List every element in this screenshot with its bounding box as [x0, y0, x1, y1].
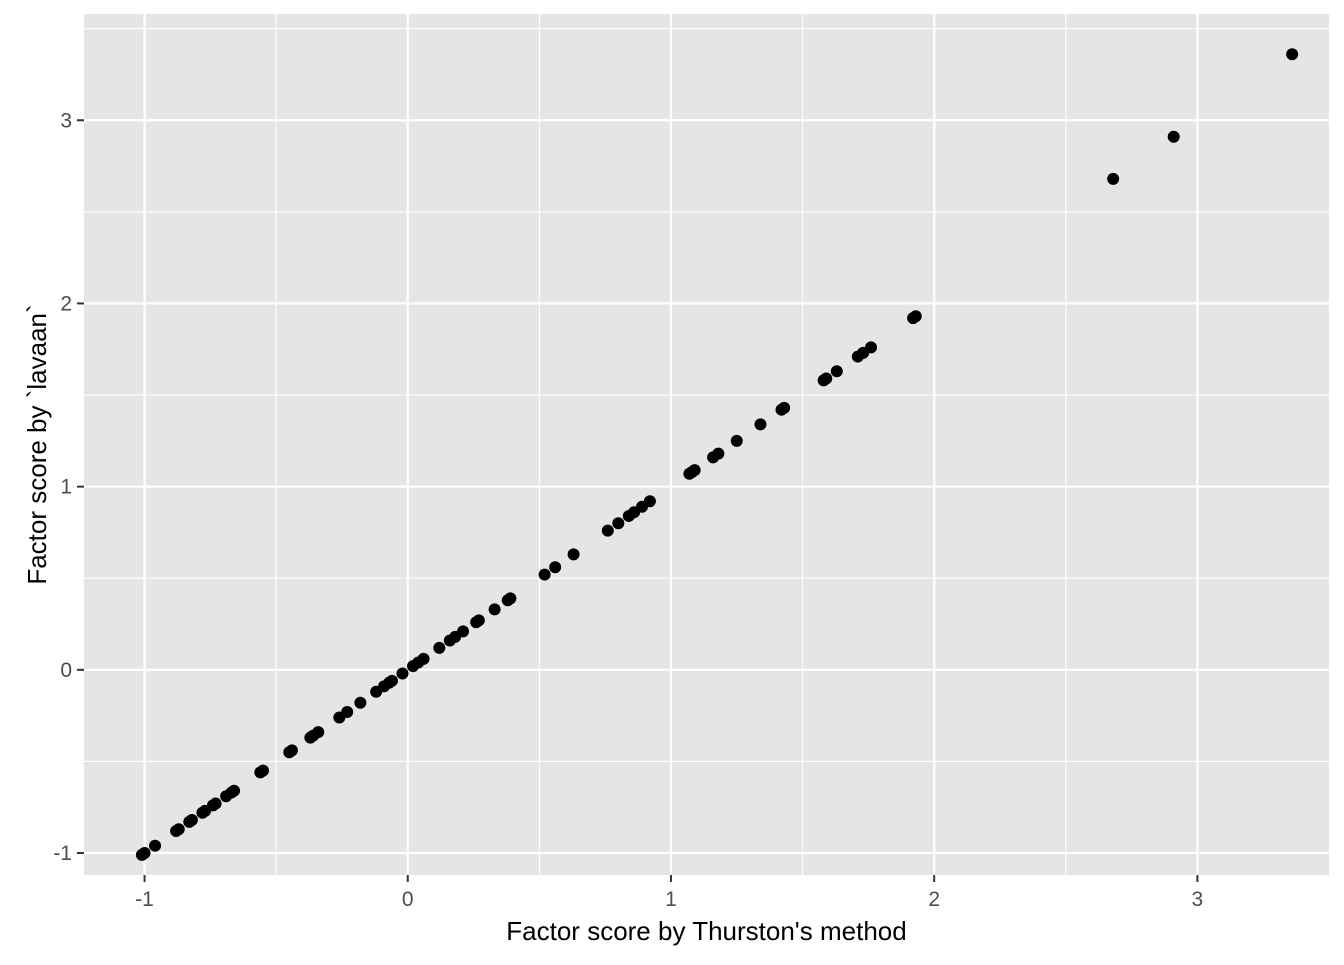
data-point [341, 705, 354, 718]
y-tick-label: 0 [60, 659, 72, 682]
data-point [285, 744, 298, 757]
data-point [228, 784, 241, 797]
x-tick-label: 2 [928, 888, 940, 911]
data-point [754, 418, 767, 431]
data-point [712, 447, 725, 460]
data-point [504, 592, 517, 605]
x-tick-label: -1 [135, 888, 154, 911]
grid-minor [84, 14, 1329, 875]
y-tick-label: 2 [60, 292, 72, 315]
data-point [457, 625, 470, 638]
data-point [488, 603, 501, 616]
data-point [909, 310, 922, 323]
data-point [1107, 172, 1120, 185]
grid-major [84, 14, 1329, 875]
y-tick-label: -1 [53, 842, 72, 865]
data-points [135, 48, 1299, 861]
data-point [778, 401, 791, 414]
data-point [1167, 130, 1180, 143]
plot-panel [84, 14, 1329, 875]
data-point [256, 764, 269, 777]
data-point [549, 561, 562, 574]
data-point [433, 641, 446, 654]
data-point [385, 674, 398, 687]
data-point [643, 495, 656, 508]
data-point [1286, 48, 1299, 61]
data-point [209, 797, 222, 810]
data-point [538, 568, 551, 581]
y-tick-label: 1 [60, 476, 72, 499]
data-point [396, 667, 409, 680]
data-point [567, 548, 580, 561]
data-point [730, 434, 743, 447]
y-axis-title: Factor score by `lavaan` [22, 304, 52, 584]
data-point [688, 464, 701, 477]
data-point [472, 614, 485, 627]
data-point [417, 652, 430, 665]
data-point [138, 847, 151, 860]
data-point [601, 524, 614, 537]
x-tick-label: 3 [1192, 888, 1204, 911]
data-point [185, 814, 198, 827]
x-axis: -1 0 1 2 3 [135, 875, 1203, 911]
y-axis: -1 0 1 2 3 [53, 109, 84, 865]
x-tick-label: 0 [402, 888, 414, 911]
data-point [312, 726, 325, 739]
data-point [865, 341, 878, 354]
x-axis-title: Factor score by Thurston's method [506, 916, 906, 946]
data-point [830, 365, 843, 378]
data-point [612, 517, 625, 530]
x-tick-label: 1 [665, 888, 677, 911]
data-point [820, 372, 833, 385]
data-point [149, 839, 162, 852]
y-tick-label: 3 [60, 109, 72, 132]
data-point [354, 696, 367, 709]
data-point [172, 823, 185, 836]
